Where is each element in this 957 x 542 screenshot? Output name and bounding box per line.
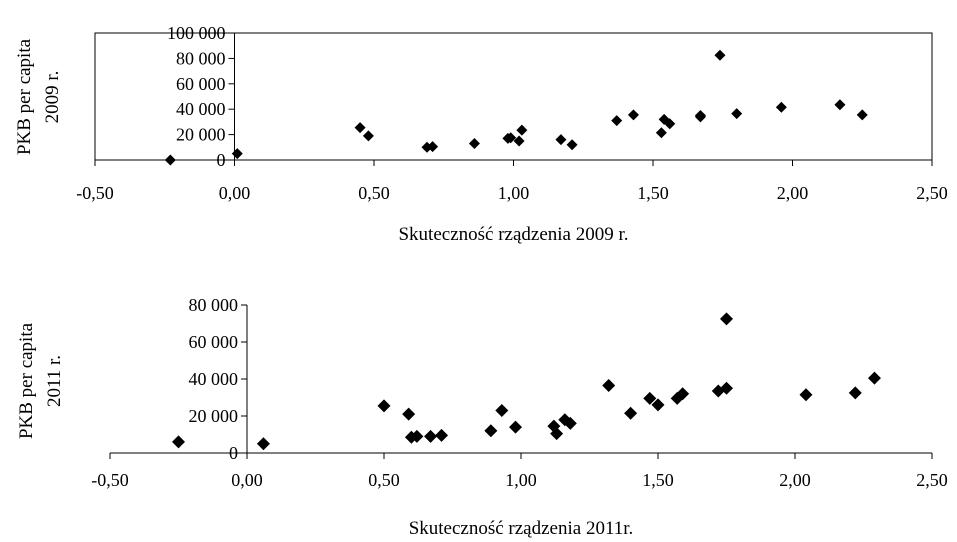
- data-point: [714, 49, 726, 61]
- y-axis-title-line: PKB per capita: [14, 38, 35, 155]
- y-axis-title-line: PKB per capita: [16, 322, 37, 439]
- data-point: [731, 108, 743, 120]
- data-point: [495, 403, 509, 417]
- x-axis-title: Skuteczność rządzenia 2009 r.: [398, 224, 628, 245]
- y-tick-label: 100 000: [167, 23, 226, 43]
- x-tick-label: 0,50: [368, 470, 400, 490]
- y-tick-label: 20 000: [189, 406, 239, 426]
- data-point: [627, 109, 639, 121]
- data-point: [651, 398, 665, 412]
- data-point: [172, 435, 185, 449]
- x-tick-label: -0,50: [76, 183, 114, 203]
- data-point: [720, 381, 733, 395]
- data-point: [256, 437, 270, 451]
- data-point: [427, 141, 439, 153]
- data-point: [505, 132, 517, 144]
- x-tick-label: 1,50: [637, 183, 669, 203]
- x-tick-label: 0,00: [231, 470, 263, 490]
- y-tick-label: 0: [217, 150, 226, 170]
- data-point: [624, 406, 638, 420]
- data-point: [720, 312, 733, 326]
- x-tick-label: 2,50: [916, 470, 948, 490]
- chart-2011: -0,50 0,00 0,50 1,00 1,50 2,00 2,50 0 20 000 40 0…: [16, 295, 948, 539]
- data-point: [664, 118, 676, 130]
- y-axis-title-line: 2009 r.: [42, 71, 63, 124]
- data-point: [676, 387, 690, 401]
- data-point: [377, 399, 391, 413]
- data-point: [799, 388, 813, 402]
- data-point: [563, 416, 577, 430]
- data-point: [834, 99, 846, 111]
- data-point: [566, 139, 578, 151]
- x-tick-label: 2,00: [779, 470, 811, 490]
- data-point: [611, 115, 623, 127]
- data-point: [655, 127, 667, 139]
- data-point: [410, 429, 424, 443]
- x-tick-label: 2,50: [916, 183, 948, 203]
- y-tick-label: 80 000: [189, 295, 239, 315]
- data-point: [164, 154, 176, 166]
- x-tick-label: 0,00: [219, 183, 251, 203]
- data-point: [867, 371, 881, 385]
- data-point: [362, 130, 374, 142]
- x-tick-label: 0,50: [358, 183, 390, 203]
- x-tick-label: 1,00: [498, 183, 530, 203]
- data-point: [516, 124, 528, 136]
- x-tick-label: 2,00: [777, 183, 809, 203]
- y-tick-label: 40 000: [176, 99, 226, 119]
- data-point: [602, 378, 616, 392]
- y-tick-label: 40 000: [189, 369, 239, 389]
- data-point: [402, 407, 416, 421]
- data-point: [555, 134, 567, 146]
- data-point: [550, 427, 564, 441]
- data-point: [856, 109, 868, 121]
- y-tick-label: 80 000: [176, 48, 226, 68]
- data-point: [435, 428, 449, 442]
- data-point: [775, 101, 787, 113]
- data-point: [354, 122, 366, 134]
- x-tick-label: -0,50: [91, 470, 129, 490]
- data-point: [424, 429, 438, 443]
- x-axis-title: Skuteczność rządzenia 2011r.: [409, 518, 634, 539]
- data-point: [694, 111, 706, 123]
- y-tick-label: 60 000: [176, 74, 226, 94]
- data-point: [509, 420, 523, 434]
- y-tick-label: 20 000: [176, 125, 226, 145]
- data-point: [484, 424, 498, 438]
- chart-2009: -0,50 0,00 0,50 1,00 1,50 2,00 2,50 0 20 000 40 0…: [14, 23, 948, 245]
- y-axis-title-line: 2011 r.: [44, 355, 65, 407]
- data-point: [848, 386, 862, 400]
- data-point: [643, 391, 657, 405]
- x-tick-label: 1,00: [505, 470, 537, 490]
- y-tick-label: 60 000: [189, 332, 239, 352]
- data-point: [513, 135, 525, 147]
- data-point: [231, 148, 243, 160]
- y-tick-label: 0: [229, 443, 238, 463]
- x-tick-label: 1,50: [642, 470, 674, 490]
- data-point: [468, 137, 480, 149]
